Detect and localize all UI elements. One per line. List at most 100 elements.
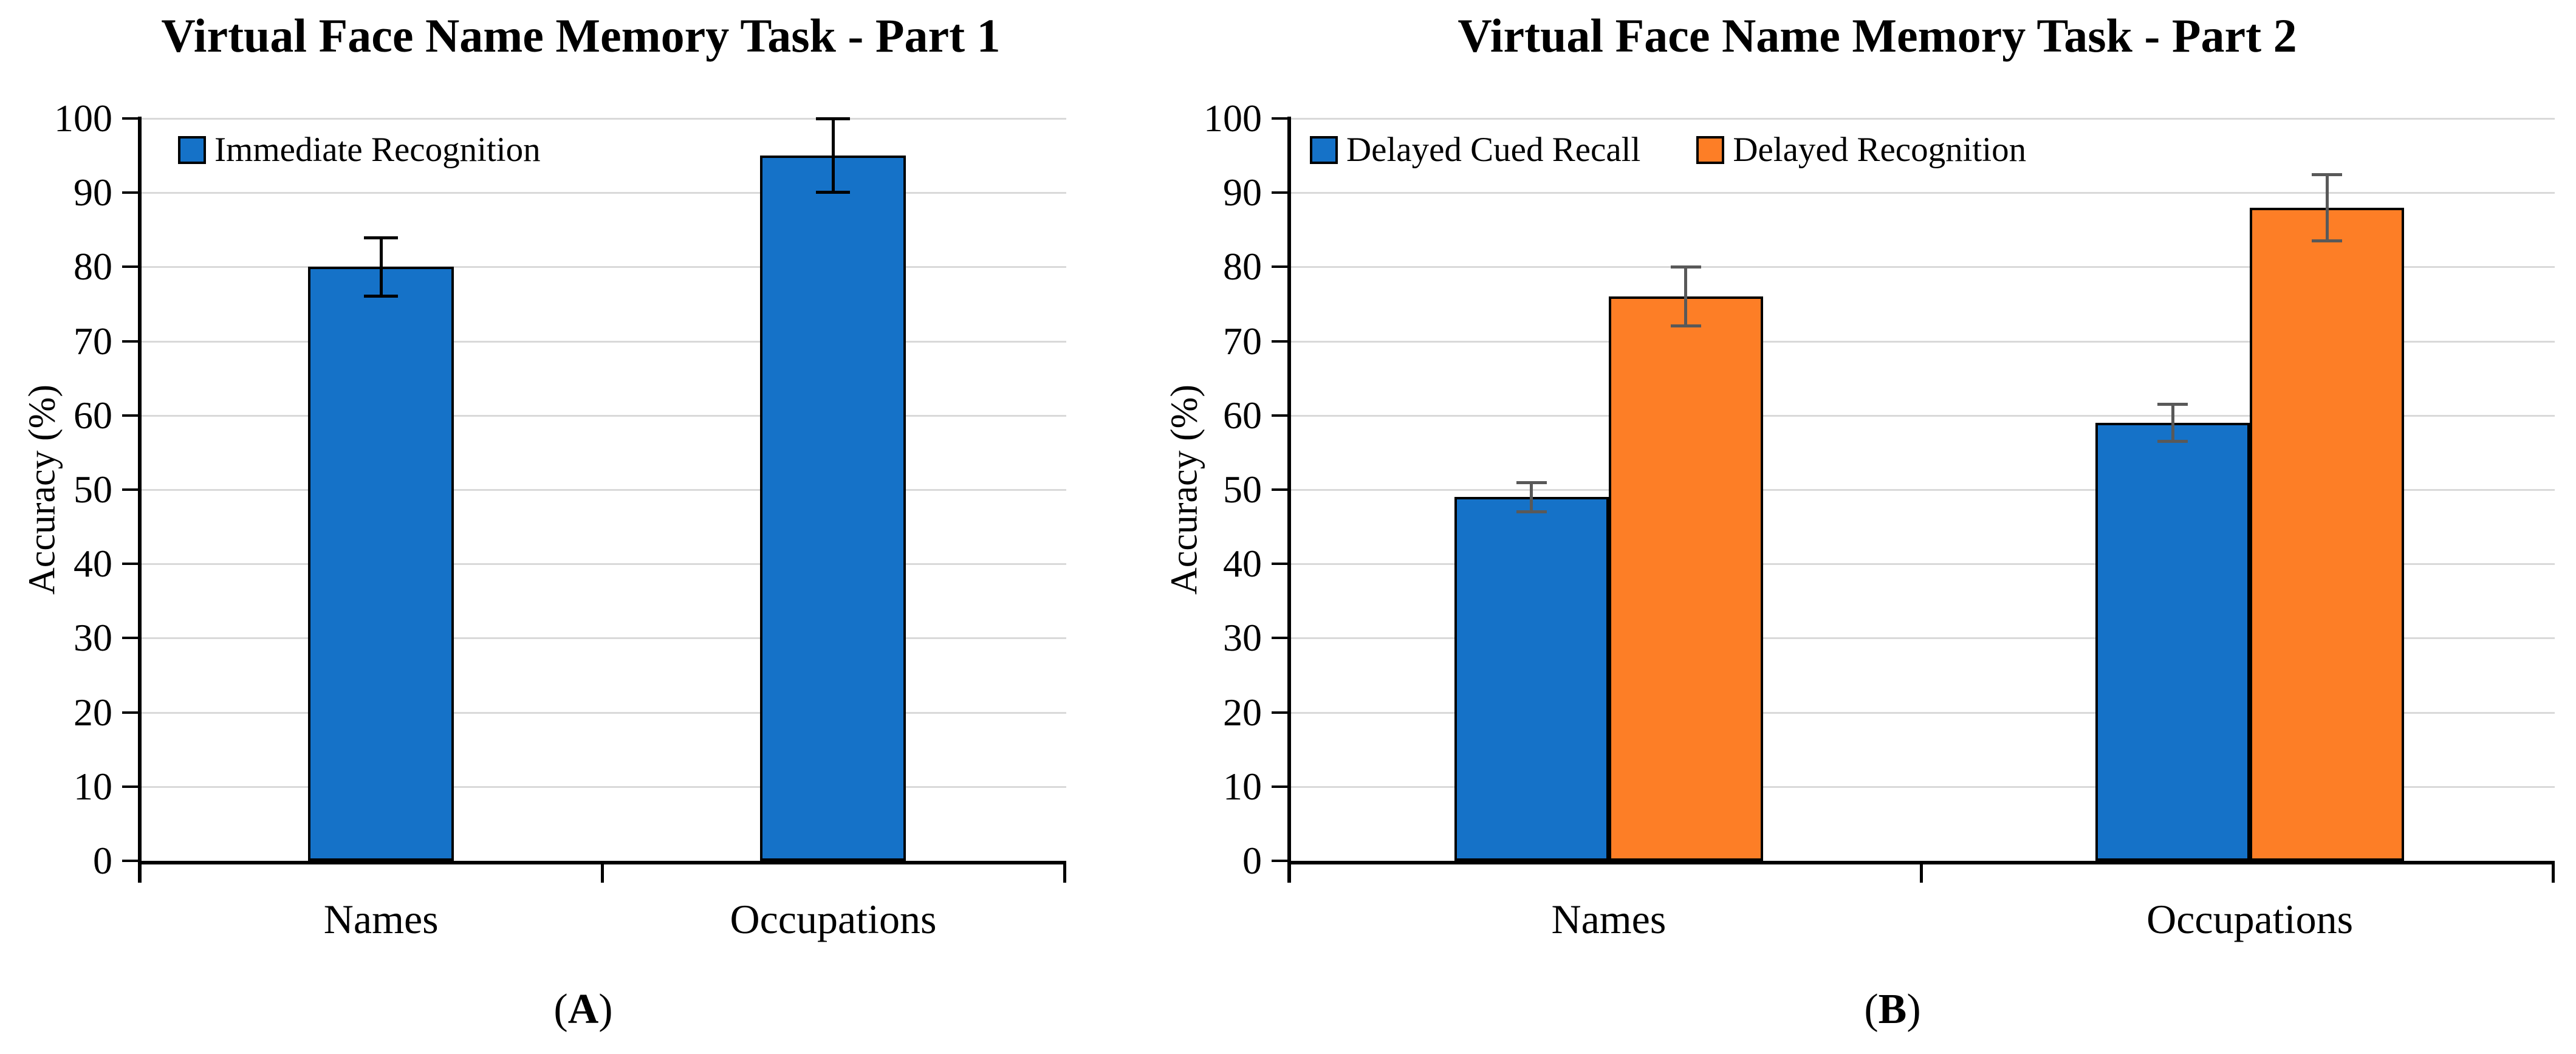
- bar-immediate-recognition-occupations: [760, 156, 906, 861]
- error-bar-line: [831, 118, 835, 193]
- x-category-label-names: Names: [1551, 896, 1667, 942]
- gridline-50: [142, 489, 1066, 491]
- error-bar-cap-bottom: [1516, 510, 1547, 513]
- gridline-10: [1291, 785, 2555, 788]
- y-tick-20: [122, 711, 138, 714]
- gridline-90: [1291, 192, 2555, 194]
- bar-delayed-cued-recall-names: [1454, 497, 1609, 861]
- error-bar-cap-top: [1516, 481, 1547, 484]
- error-bar-cap-top: [2157, 403, 2188, 406]
- chart-b-title: Virtual Face Name Memory Task - Part 2: [1458, 9, 2297, 62]
- y-tick-40: [122, 563, 138, 566]
- y-tick-80: [1272, 265, 1287, 269]
- gridline-100: [1291, 118, 2555, 120]
- x-tick-mid: [1920, 864, 1923, 883]
- legend-item-immediate-recognition: Immediate Recognition: [178, 131, 541, 169]
- y-tick-label-40: 40: [74, 542, 112, 586]
- error-bar-line: [1684, 267, 1688, 327]
- error-bar-cap-top: [364, 236, 399, 239]
- y-axis-line: [138, 117, 142, 883]
- y-tick-40: [1272, 563, 1287, 566]
- y-tick-label-60: 60: [74, 393, 112, 437]
- y-tick-label-70: 70: [74, 319, 112, 363]
- legend-marker-icon: [178, 136, 206, 164]
- y-tick-90: [1272, 191, 1287, 194]
- panel-a-paren-close: ): [598, 986, 613, 1033]
- error-bar-line: [2171, 404, 2174, 442]
- y-tick-label-90: 90: [74, 171, 112, 214]
- panel-b-letter: B: [1878, 986, 1907, 1033]
- chart-b-legend: Delayed Cued Recall Delayed Recognition: [1310, 131, 2027, 169]
- gridline-30: [142, 637, 1066, 640]
- y-tick-label-40: 40: [1223, 542, 1262, 586]
- error-bar-cap-bottom: [2312, 239, 2343, 242]
- y-tick-label-90: 90: [1223, 171, 1262, 214]
- error-bar-cap-bottom: [2157, 439, 2188, 443]
- y-tick-label-20: 20: [1223, 690, 1262, 734]
- gridline-20: [142, 711, 1066, 714]
- y-tick-label-80: 80: [1223, 245, 1262, 289]
- gridline-40: [1291, 563, 2555, 566]
- legend-marker-icon: [1696, 136, 1725, 164]
- gridline-80: [1291, 266, 2555, 269]
- x-axis-line: [138, 861, 1066, 864]
- y-tick-50: [1272, 488, 1287, 491]
- error-bar-line: [379, 237, 383, 297]
- gridline-100: [142, 118, 1066, 120]
- x-tick-end: [2552, 864, 2555, 883]
- error-bar-cap-top: [816, 117, 851, 120]
- gridline-90: [142, 192, 1066, 194]
- x-tick-end: [1063, 864, 1066, 883]
- y-tick-label-60: 60: [1223, 393, 1262, 437]
- gridline-60: [1291, 414, 2555, 417]
- gridline-50: [1291, 489, 2555, 491]
- y-tick-70: [122, 340, 138, 343]
- gridline-70: [142, 340, 1066, 343]
- y-tick-label-30: 30: [1223, 616, 1262, 660]
- y-tick-100: [122, 117, 138, 120]
- legend-item-delayed-recognition: Delayed Recognition: [1696, 131, 2027, 169]
- panel-label-a: (A): [553, 985, 612, 1034]
- gridline-20: [1291, 711, 2555, 714]
- error-bar-line: [2325, 174, 2329, 241]
- x-category-label-occupations: Occupations: [730, 896, 937, 942]
- y-tick-0: [1272, 860, 1287, 862]
- error-bar-cap-top: [2312, 173, 2343, 176]
- error-bar-cap-bottom: [816, 191, 851, 194]
- y-tick-80: [122, 265, 138, 269]
- y-tick-label-50: 50: [74, 468, 112, 511]
- y-tick-label-70: 70: [1223, 319, 1262, 363]
- y-tick-50: [122, 488, 138, 491]
- y-tick-label-0: 0: [1242, 839, 1262, 882]
- gridline-10: [142, 785, 1066, 788]
- y-axis-line: [1287, 117, 1291, 883]
- y-tick-100: [1272, 117, 1287, 120]
- y-tick-90: [122, 191, 138, 194]
- y-tick-label-10: 10: [1223, 764, 1262, 808]
- y-tick-70: [1272, 340, 1287, 343]
- bar-delayed-recognition-occupations: [2250, 207, 2405, 861]
- legend-label: Immediate Recognition: [214, 131, 541, 169]
- legend-item-delayed-cued-recall: Delayed Cued Recall: [1310, 132, 1640, 167]
- bar-delayed-cued-recall-occupations: [2095, 423, 2250, 861]
- y-tick-30: [1272, 637, 1287, 640]
- y-tick-0: [122, 860, 138, 862]
- bar-delayed-recognition-names: [1608, 296, 1763, 861]
- y-tick-label-100: 100: [1204, 97, 1262, 140]
- gridline-80: [142, 266, 1066, 269]
- legend-label: Delayed Recognition: [1733, 131, 2027, 169]
- panel-b-paren-open: (: [1864, 986, 1879, 1033]
- gridline-60: [142, 414, 1066, 417]
- y-tick-label-100: 100: [54, 97, 112, 140]
- panel-b-paren-close: ): [1906, 986, 1921, 1033]
- error-bar-cap-bottom: [1670, 324, 1701, 328]
- y-tick-label-20: 20: [74, 690, 112, 734]
- x-category-label-names: Names: [323, 896, 439, 942]
- y-tick-60: [122, 414, 138, 417]
- y-tick-label-80: 80: [74, 245, 112, 289]
- error-bar-line: [1530, 482, 1533, 512]
- y-tick-label-10: 10: [74, 764, 112, 808]
